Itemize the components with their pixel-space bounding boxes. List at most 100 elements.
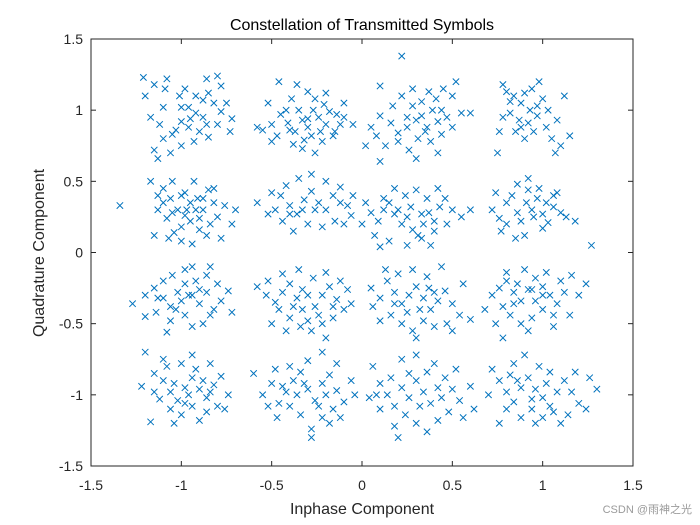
data-point [282,327,290,335]
data-point [437,106,446,114]
data-point [571,368,579,376]
data-point [549,322,558,331]
data-point [419,294,427,302]
data-point [376,82,384,90]
data-point [376,379,384,388]
data-point [163,362,171,370]
data-point [192,365,200,373]
data-point [508,192,516,200]
data-point [154,155,162,163]
data-point [210,99,218,107]
data-point [268,189,276,197]
data-point [394,270,402,278]
data-point [150,80,158,89]
data-point [423,368,431,376]
data-point [298,305,306,313]
data-point [320,100,328,109]
data-point [535,362,543,370]
data-point [315,402,323,410]
data-point [174,206,182,214]
data-point [385,237,393,245]
data-point [181,280,189,288]
data-point [367,123,375,131]
data-point [181,311,189,319]
data-point [459,414,467,422]
x-tick-label: 1 [539,477,547,493]
data-point [428,106,437,114]
data-point [398,300,406,308]
data-point [141,348,149,356]
data-point [161,85,169,93]
data-point [405,146,413,154]
data-point [181,211,189,220]
data-point [304,123,312,131]
data-point [521,89,529,97]
data-point [566,132,574,140]
data-point [539,414,547,422]
data-point [333,110,341,118]
data-point [186,199,194,207]
data-point [147,418,155,426]
data-point [441,194,449,202]
data-point [407,203,415,211]
data-point [228,115,236,123]
data-point [159,377,167,385]
data-point [403,213,411,221]
data-point [441,287,449,295]
data-point [452,365,460,373]
data-point [185,291,193,299]
data-point [425,209,433,217]
data-point [298,116,306,124]
data-point [181,384,189,392]
data-point [177,103,185,111]
data-point [329,192,337,200]
data-point [510,300,518,308]
data-point [325,283,334,291]
data-point [539,95,547,103]
data-point [311,206,319,214]
data-point [253,123,261,131]
data-point [412,334,420,342]
data-point [390,300,399,308]
data-point [159,135,167,143]
data-point [443,320,451,328]
data-point [195,127,203,136]
data-point [268,320,276,328]
data-point [553,388,561,396]
data-point [206,359,214,368]
data-point [452,78,460,86]
data-point [367,209,375,217]
data-point [304,291,312,299]
data-point [325,108,334,116]
data-point [394,433,402,442]
data-point [177,411,185,419]
data-point [557,209,565,217]
data-point [295,174,303,183]
data-point [528,85,536,93]
data-point [432,95,440,103]
data-point [484,391,493,399]
data-point [524,119,532,127]
data-point [277,110,285,118]
data-point [297,368,305,376]
data-point [372,132,381,140]
data-point [304,220,312,228]
data-point [533,102,541,110]
data-point [376,294,384,302]
data-point [231,206,240,214]
data-point [293,294,301,302]
data-point [380,194,388,202]
data-point [401,411,409,419]
data-point [390,288,399,296]
data-point [398,384,406,392]
data-point [228,308,236,316]
data-point [412,283,420,291]
data-point [430,227,438,235]
data-point [163,75,171,83]
data-point [427,137,435,146]
data-point [203,408,211,416]
data-point [513,377,521,385]
data-point [542,199,550,207]
data-point [506,311,514,319]
data-point [264,210,272,218]
